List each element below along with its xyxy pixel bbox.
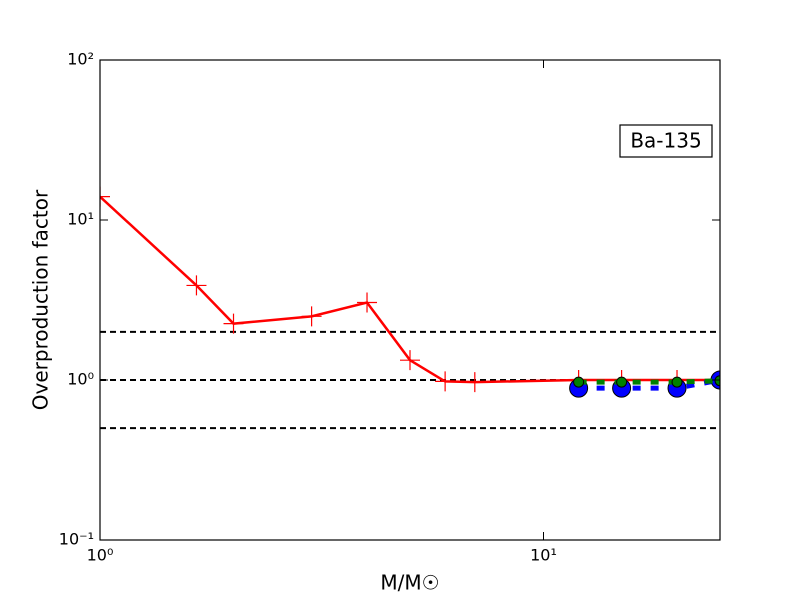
data-point xyxy=(616,376,628,388)
x-axis-label: M/M☉ xyxy=(380,571,439,595)
data-point xyxy=(357,292,378,313)
data-point xyxy=(671,376,683,388)
data-point xyxy=(573,376,585,388)
data-point xyxy=(100,186,110,207)
annotation-box xyxy=(619,124,713,158)
data-point xyxy=(223,313,244,334)
plot-area xyxy=(100,186,720,430)
data-point xyxy=(186,275,207,296)
y-tick-label: 10⁻¹ xyxy=(59,530,94,549)
y-tick-label: 10¹ xyxy=(67,210,94,229)
annotation: Ba-135 xyxy=(630,129,701,153)
data-point xyxy=(435,371,456,392)
y-tick-label: 10⁰ xyxy=(67,370,94,389)
x-tick-label: 10⁰ xyxy=(87,546,114,565)
y-axis-label: Overproduction factor xyxy=(29,189,53,410)
series-line xyxy=(578,378,720,385)
plot-frame xyxy=(99,59,721,541)
data-point xyxy=(400,350,420,371)
x-tick-label: 10¹ xyxy=(530,546,557,565)
y-tick-label: 10² xyxy=(67,50,94,69)
data-point xyxy=(714,375,720,387)
data-point xyxy=(464,372,485,393)
data-point xyxy=(301,306,322,327)
series-line xyxy=(578,377,720,391)
